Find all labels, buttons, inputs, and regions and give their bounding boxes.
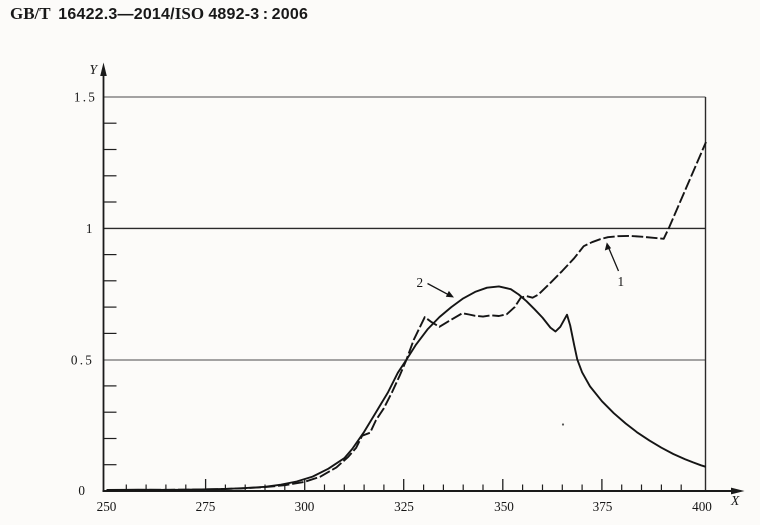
svg-text:375: 375 — [593, 499, 613, 514]
svg-text:250: 250 — [97, 499, 117, 514]
svg-text:400: 400 — [692, 499, 712, 514]
svg-text:2: 2 — [417, 275, 424, 290]
svg-text:X: X — [730, 493, 740, 508]
svg-text:1: 1 — [618, 274, 625, 289]
svg-text:1.5: 1.5 — [74, 90, 97, 105]
svg-text:1: 1 — [86, 221, 93, 236]
svg-text:Y: Y — [90, 62, 99, 77]
svg-text:0.5: 0.5 — [71, 353, 94, 368]
svg-text:325: 325 — [394, 499, 414, 514]
svg-text:0: 0 — [78, 483, 85, 498]
svg-text:275: 275 — [196, 499, 216, 514]
svg-text:300: 300 — [295, 499, 315, 514]
svg-text:350: 350 — [494, 499, 514, 514]
